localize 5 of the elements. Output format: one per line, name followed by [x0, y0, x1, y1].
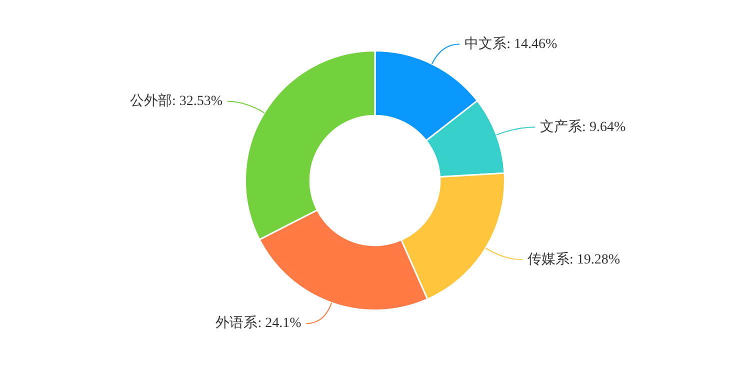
slice-label: 外语系: 24.1% [216, 315, 302, 332]
slice-label: 中文系: 14.46% [464, 36, 558, 52]
slice-label: 文产系: 9.64% [540, 118, 626, 135]
slice-label: 公外部: 32.53% [130, 92, 223, 109]
slice-label: 传媒系: 19.28% [527, 251, 620, 268]
